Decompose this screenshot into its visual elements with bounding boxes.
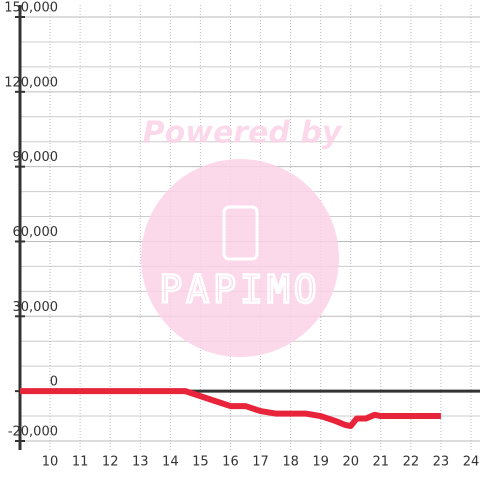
x-tick-label: 10: [42, 455, 59, 470]
y-tick-label: 30,000: [13, 300, 59, 315]
y-tick-label: 90,000: [13, 150, 59, 165]
x-tick-label: 11: [72, 455, 89, 470]
x-tick-label: 14: [162, 455, 179, 470]
data-line: [20, 388, 441, 430]
y-tick-label: 60,000: [13, 225, 59, 240]
x-tick-label: 15: [192, 455, 209, 470]
x-tick-label: 19: [312, 455, 329, 470]
x-tick-label: 18: [282, 455, 299, 470]
watermark-phone: [222, 205, 259, 261]
x-tick-label: 16: [222, 455, 239, 470]
y-tick-label: 0: [50, 375, 58, 390]
y-tick-label: 150,000: [4, 1, 58, 16]
x-tick-label: 23: [433, 455, 450, 470]
watermark-logo: PAPIMO: [159, 268, 320, 312]
x-tick-label: 24: [463, 455, 480, 470]
y-tick-label: 120,000: [4, 75, 58, 90]
x-tick-label: 22: [403, 455, 420, 470]
watermark-text: Powered by: [143, 116, 343, 151]
watermark: Powered by PAPIMO: [141, 116, 343, 357]
x-tick-label: 20: [342, 455, 359, 470]
x-tick-label: 21: [373, 455, 390, 470]
x-tick-label: 17: [252, 455, 269, 470]
x-tick-label: 13: [132, 455, 149, 470]
y-tick-label: -20,000: [8, 425, 58, 440]
x-tick-label: 12: [102, 455, 119, 470]
